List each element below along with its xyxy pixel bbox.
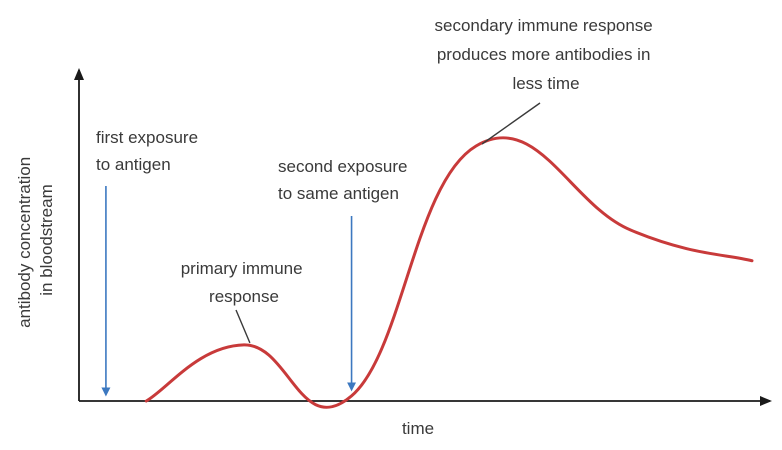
x-axis-label: time: [402, 419, 434, 438]
y-axis-label-line-1: antibody concentration: [15, 157, 34, 328]
primary-response-leader: [235, 309, 251, 344]
second-exposure-label: second exposure to same antigen: [278, 157, 412, 203]
secondary-response-label-line-3: less time: [512, 74, 579, 93]
primary-response-label: primary immune response: [181, 259, 308, 306]
secondary-response-label-line-2: produces more antibodies in: [437, 45, 651, 64]
y-axis-label-line-2: in bloodstream: [37, 184, 56, 296]
primary-response-label-line-1: primary immune: [181, 259, 303, 278]
secondary-response-leader: [481, 102, 541, 145]
secondary-response-label-line-1: secondary immune response: [434, 16, 652, 35]
first-exposure-label-line-2: to antigen: [96, 155, 171, 174]
y-axis-label: antibody concentration in bloodstream: [15, 152, 56, 328]
antibody-concentration-curve: [144, 136, 754, 409]
secondary-response-label: secondary immune response produces more …: [434, 16, 657, 93]
primary-response-label-line-2: response: [209, 287, 279, 306]
first-exposure-label: first exposure to antigen: [96, 128, 203, 174]
second-exposure-label-line-1: second exposure: [278, 157, 407, 176]
first-exposure-label-line-1: first exposure: [96, 128, 198, 147]
second-exposure-label-line-2: to same antigen: [278, 184, 399, 203]
